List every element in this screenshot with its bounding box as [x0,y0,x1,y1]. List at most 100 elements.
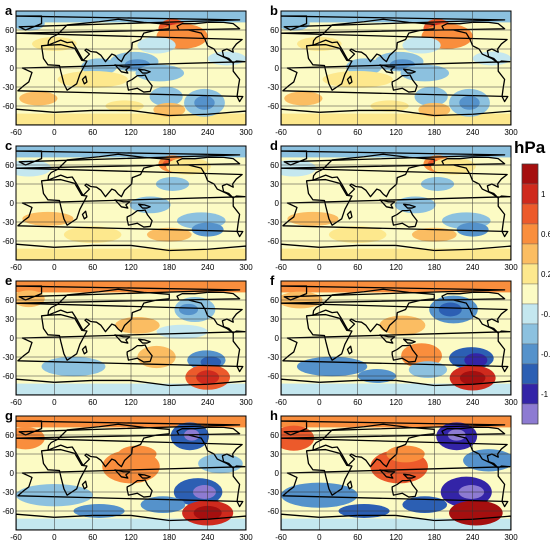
x-tick-label: 180 [163,398,177,407]
y-tick-label: -30 [2,488,14,497]
y-tick-label: 30 [270,180,279,189]
map-field [281,281,511,395]
coastline [16,15,241,31]
map-field [16,146,246,260]
panel-label: a [5,3,13,18]
coastline [379,64,396,74]
coastline [281,426,508,469]
y-tick-label: -60 [267,237,279,246]
x-tick-label: 180 [428,398,442,407]
map-frame [15,145,247,261]
x-tick-label: 240 [201,398,215,407]
x-tick-label: 0 [317,263,322,272]
colorbar-swatch [521,243,539,265]
coastline [40,313,88,361]
x-tick-label: 180 [428,128,442,137]
y-tick-label: 0 [275,334,280,343]
anomaly-patch [19,91,58,106]
y-tick-label: 0 [275,469,280,478]
x-tick-label: 180 [163,263,177,272]
y-tick-label: 30 [270,45,279,54]
x-tick-label: 120 [389,533,403,542]
x-tick-label: 60 [353,398,362,407]
coastline [17,195,246,238]
x-tick-label: 120 [124,128,138,137]
panel-label: c [5,138,13,153]
colorbar-swatch [521,203,539,225]
coastline [40,178,88,226]
x-tick-label: -60 [10,263,22,272]
coastline [403,68,416,74]
coastline [305,43,353,91]
coastline [312,153,435,198]
coastline [312,423,435,468]
colorbar-tick-label: 0.6 [541,230,550,239]
panel-label: g [5,408,13,423]
x-tick-label: 0 [52,263,57,272]
y-tick-label: 30 [5,45,14,54]
coastline [305,448,353,496]
anomaly-patch [22,211,74,226]
y-tick-label: -60 [2,237,14,246]
coastline [379,469,396,479]
colorbar-swatch [521,363,539,385]
x-tick-label: 60 [353,533,362,542]
colorbar-frame [521,163,539,425]
x-tick-label: 240 [466,128,480,137]
coastline [281,513,511,530]
colorbar-tick-label: 1 [541,190,546,199]
colorbar-tick-label: -0.6 [541,350,550,359]
x-tick-label: 300 [239,533,253,542]
coastline [281,243,511,260]
coastline [391,479,418,498]
map-frame [280,10,512,126]
colorbar-unit: hPa [514,138,546,157]
coastline [282,465,511,508]
coastline [346,345,353,355]
coastline [138,203,151,209]
x-tick-label: 60 [88,263,97,272]
y-tick-label: 30 [5,450,14,459]
colorbar: 1 0.6 0.2 -0.2 -0.6 -1 [510,138,550,478]
anomaly-patch [379,315,426,336]
y-tick-label: 60 [5,26,14,35]
y-tick-label: -60 [267,102,279,111]
y-tick-label: -60 [267,507,279,516]
x-tick-label: 0 [52,128,57,137]
x-tick-label: 240 [466,398,480,407]
x-tick-label: 240 [201,533,215,542]
y-tick-label: 30 [270,315,279,324]
coastline [114,64,131,74]
coastline [16,243,246,260]
coastline [40,448,88,496]
x-tick-label: -60 [10,398,22,407]
coastline [47,153,170,198]
x-tick-label: 60 [353,263,362,272]
x-tick-label: 300 [239,398,253,407]
y-tick-label: 60 [5,161,14,170]
map-field [281,11,511,125]
y-tick-label: -30 [2,218,14,227]
coastline [17,330,246,373]
x-tick-label: 180 [163,128,177,137]
panel-label: d [270,138,278,153]
x-tick-label: 240 [466,263,480,272]
y-tick-label: -30 [2,353,14,362]
coastline [282,330,511,373]
coastline [47,18,170,63]
anomaly-patch [402,36,441,54]
coastline [16,21,243,64]
anomaly-patch [464,353,488,368]
colorbar-swatch [521,383,539,405]
colorbar-svg: 1 0.6 0.2 -0.2 -0.6 -1 [521,163,550,425]
coastline [81,210,88,220]
coastline [138,338,151,344]
coastline [305,313,353,361]
coastline [281,15,506,31]
anomaly-patch [414,86,448,107]
x-tick-label: -60 [275,398,287,407]
anomaly-patch [463,449,511,472]
